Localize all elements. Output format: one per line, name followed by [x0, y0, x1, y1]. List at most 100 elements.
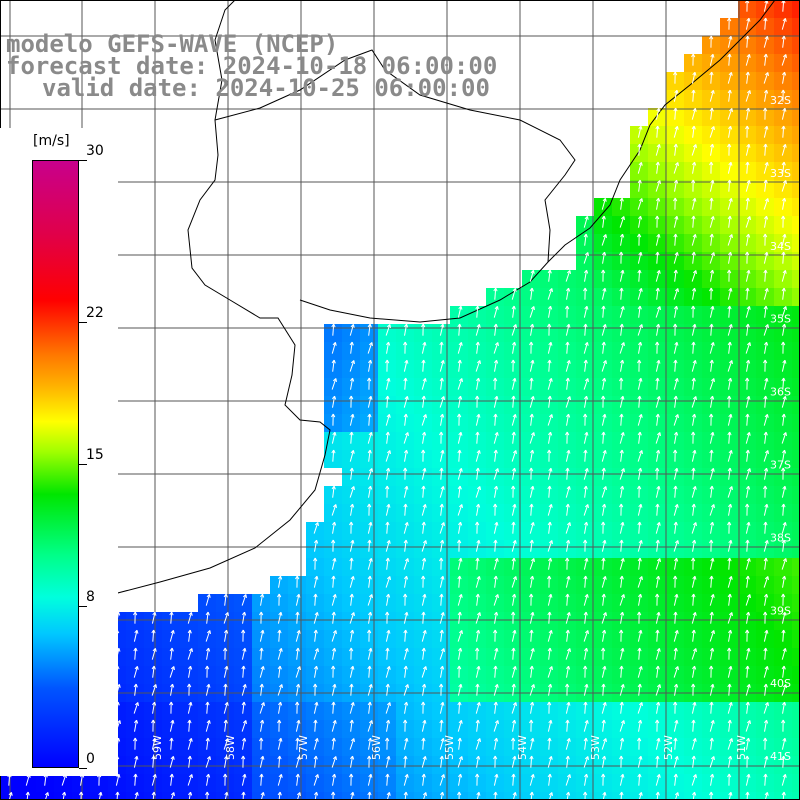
wind-arrow [349, 629, 355, 642]
wind-cell [792, 756, 800, 774]
wind-arrow [457, 413, 462, 426]
wind-arrow [619, 216, 625, 228]
wind-arrow [349, 593, 354, 606]
wind-arrow [709, 683, 715, 696]
wind-arrow [691, 287, 697, 300]
wind-arrow [511, 773, 516, 786]
wind-arrow [241, 773, 247, 786]
wind-cell [792, 486, 800, 504]
wind-arrow [439, 665, 445, 678]
wind-arrow [403, 593, 408, 606]
wind-arrow [583, 683, 589, 696]
wind-arrow [349, 539, 355, 552]
wind-arrow [313, 629, 318, 642]
wind-arrow [709, 431, 715, 444]
wind-arrow [763, 593, 769, 606]
wind-arrow [529, 737, 535, 750]
wind-arrow [601, 251, 607, 264]
wind-arrow [170, 792, 175, 800]
wind-cell [792, 216, 800, 234]
wind-cell [792, 504, 800, 522]
wind-arrow [655, 306, 661, 318]
wind-arrows [7, 0, 800, 800]
wind-arrow [637, 611, 642, 624]
wind-arrow [241, 791, 246, 800]
wind-arrow [637, 719, 643, 732]
wind-arrow [583, 341, 589, 354]
wind-arrow [547, 755, 553, 768]
wind-arrow [205, 630, 211, 642]
wind-arrow [169, 647, 174, 660]
wind-arrow [277, 737, 283, 750]
wind-arrow [601, 234, 607, 246]
wind-arrow [745, 611, 751, 624]
wind-arrow [385, 431, 390, 444]
wind-arrow [763, 683, 768, 696]
wind-arrow [655, 143, 661, 156]
wind-arrow [385, 719, 391, 732]
wind-cell [792, 270, 800, 288]
wind-arrow [439, 413, 445, 426]
wind-cell [90, 792, 108, 800]
wind-arrow [727, 395, 732, 408]
wind-arrow [745, 720, 751, 732]
wind-arrow [475, 431, 480, 444]
wind-arrow [367, 431, 373, 444]
wind-arrow [655, 684, 661, 696]
wind-arrow [475, 683, 480, 696]
wind-arrow [475, 323, 481, 336]
wind-arrow [763, 611, 768, 624]
wind-arrow [511, 755, 517, 768]
wind-arrow [439, 629, 444, 642]
wind-arrow [529, 449, 535, 462]
wind-arrow [313, 701, 319, 714]
wind-arrow [385, 450, 391, 462]
wind-arrow [673, 755, 679, 768]
wind-arrow [655, 558, 661, 570]
wind-arrow [385, 647, 390, 660]
wind-arrow [421, 629, 427, 642]
wind-arrow [421, 431, 427, 444]
wind-arrow [763, 521, 768, 534]
wind-arrow [655, 575, 661, 588]
wind-arrow [187, 683, 192, 696]
longitude-label: 59W [151, 735, 164, 760]
wind-cell [792, 126, 800, 144]
wind-arrow [241, 611, 247, 624]
wind-arrow [493, 521, 499, 534]
longitude-label: 58W [224, 735, 237, 760]
wind-arrow [655, 755, 660, 768]
wind-arrow [259, 702, 265, 714]
wind-arrow [187, 629, 192, 642]
wind-arrow [547, 557, 553, 570]
wind-arrow [349, 486, 355, 498]
wind-arrow [403, 719, 408, 732]
wind-arrow [421, 377, 427, 390]
wind-arrow [277, 701, 283, 714]
wind-arrow [295, 683, 301, 696]
wind-arrow [781, 773, 787, 786]
wind-arrow [421, 773, 426, 786]
wind-arrow [367, 611, 373, 624]
wind-arrow [727, 486, 733, 498]
wind-arrow [709, 323, 714, 336]
wind-arrow [133, 611, 138, 624]
wind-arrow [691, 71, 697, 84]
wind-arrow [565, 629, 570, 642]
wind-arrow [511, 287, 517, 300]
wind-arrow [205, 791, 210, 800]
wind-arrow [403, 558, 409, 570]
wind-arrow [529, 359, 535, 372]
wind-arrow [547, 647, 552, 660]
wind-arrow [637, 593, 643, 606]
wind-arrow [709, 521, 715, 534]
wind-arrow [637, 413, 643, 426]
wind-arrow [403, 647, 409, 660]
wind-arrow [727, 35, 733, 48]
wind-arrow [259, 611, 264, 624]
wind-arrow [691, 539, 697, 552]
wind-arrow [745, 431, 751, 444]
wind-arrow [331, 647, 337, 660]
wind-arrow [511, 485, 516, 498]
wind-arrow [763, 359, 768, 372]
